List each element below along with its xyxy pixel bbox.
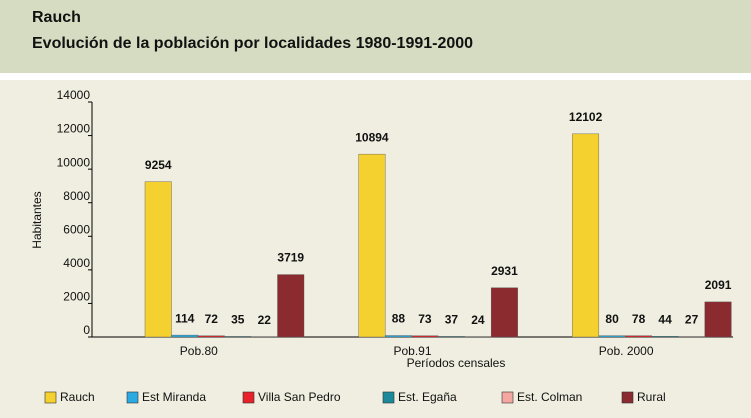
value-label: 27 xyxy=(685,313,699,327)
y-tick-label: 10000 xyxy=(57,155,91,169)
bar xyxy=(490,287,518,338)
bar xyxy=(144,181,172,338)
x-axis-label: Períodos censales xyxy=(407,356,506,370)
legend-swatch xyxy=(44,391,57,404)
value-label: 37 xyxy=(445,313,459,327)
y-axis-label: Habitantes xyxy=(30,191,44,248)
bar xyxy=(277,274,305,338)
value-label: 9254 xyxy=(145,158,172,172)
y-tick-label: 12000 xyxy=(57,122,91,136)
value-label: 22 xyxy=(258,313,272,327)
y-tick-label: 8000 xyxy=(63,189,90,203)
value-label: 72 xyxy=(205,312,219,326)
bar xyxy=(625,335,653,338)
chart-subtitle: Evolución de la población por localidade… xyxy=(32,35,473,52)
bar xyxy=(384,335,412,338)
value-label: 35 xyxy=(231,313,245,327)
bar xyxy=(171,334,199,338)
y-tick-label: 2000 xyxy=(63,290,90,304)
chart-title: Rauch xyxy=(32,9,81,26)
y-tick-label: 0 xyxy=(83,323,90,337)
legend-swatch xyxy=(126,391,139,404)
value-label: 78 xyxy=(632,312,646,326)
value-label: 44 xyxy=(658,312,672,326)
legend-label: Rauch xyxy=(60,390,95,404)
bar xyxy=(598,335,626,338)
legend-swatch xyxy=(501,391,514,404)
bar xyxy=(197,335,225,338)
legend-swatch xyxy=(242,391,255,404)
y-tick-label: 14000 xyxy=(57,88,91,102)
legend-label: Rural xyxy=(637,390,666,404)
x-tick-label: Pob.91 xyxy=(393,344,431,358)
value-label: 2091 xyxy=(705,278,732,292)
x-tick-label: Pob. 2000 xyxy=(599,344,654,358)
legend-label: Est Miranda xyxy=(142,390,206,404)
value-label: 88 xyxy=(392,312,406,326)
legend-swatch xyxy=(382,391,395,404)
bar xyxy=(358,153,386,338)
value-label: 24 xyxy=(471,313,485,327)
bar xyxy=(704,301,732,338)
header-band xyxy=(0,0,751,73)
y-tick-label: 6000 xyxy=(63,222,90,236)
bar xyxy=(437,336,465,338)
legend-label: Est. Colman xyxy=(517,390,582,404)
bar xyxy=(411,335,439,338)
bar xyxy=(224,336,252,338)
legend-label: Villa San Pedro xyxy=(258,390,341,404)
bar xyxy=(651,336,679,338)
x-tick-label: Pob.80 xyxy=(180,344,218,358)
value-label: 10894 xyxy=(355,130,389,144)
y-tick-label: 4000 xyxy=(63,256,90,270)
value-label: 2931 xyxy=(491,264,518,278)
value-label: 114 xyxy=(175,311,195,325)
value-label: 12102 xyxy=(569,110,603,124)
value-label: 73 xyxy=(418,312,432,326)
value-label: 80 xyxy=(605,312,619,326)
bar xyxy=(572,133,600,338)
value-label: 3719 xyxy=(277,251,304,265)
legend-label: Est. Egaña xyxy=(398,390,457,404)
legend-swatch xyxy=(621,391,634,404)
